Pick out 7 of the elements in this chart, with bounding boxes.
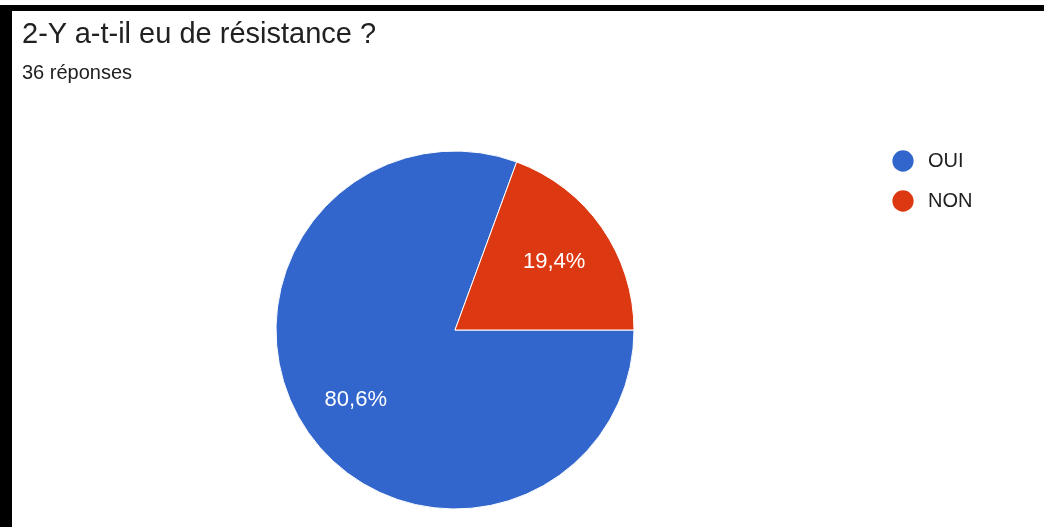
chart-title: 2-Y a-t-il eu de résistance ? (22, 17, 377, 49)
legend-label: OUI (928, 149, 964, 171)
pie-slice (275, 150, 635, 510)
legend-label: NON (928, 189, 973, 211)
data-label: 19,4% (523, 247, 586, 273)
text: 36 réponses (22, 61, 133, 83)
data-label: 80,6% (324, 386, 387, 412)
